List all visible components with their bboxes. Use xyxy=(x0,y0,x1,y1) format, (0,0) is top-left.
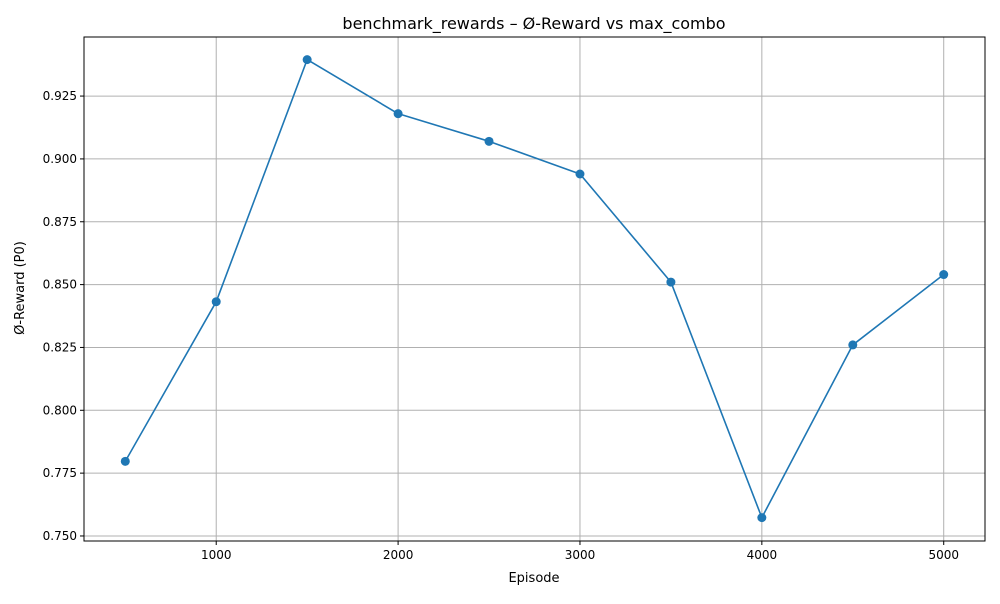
data-point xyxy=(939,270,949,280)
data-point xyxy=(484,136,494,146)
data-point xyxy=(302,55,312,65)
series-line xyxy=(124,58,945,519)
grid xyxy=(84,37,985,541)
x-axis-label: Episode xyxy=(508,571,559,586)
y-tick-label: 0.900 xyxy=(43,152,77,166)
y-tick-label: 0.825 xyxy=(43,340,77,354)
x-tick-label: 5000 xyxy=(928,548,959,562)
data-point xyxy=(757,513,767,523)
data-point xyxy=(393,109,403,119)
chart-title: benchmark_rewards – Ø-Reward vs max_comb… xyxy=(342,14,725,34)
data-point xyxy=(120,456,130,466)
y-tick-label: 0.925 xyxy=(43,89,77,103)
data-point xyxy=(575,169,585,179)
x-tick-label: 3000 xyxy=(565,548,596,562)
x-tick-label: 2000 xyxy=(383,548,414,562)
y-tick-label: 0.750 xyxy=(43,529,77,543)
x-tick-label: 1000 xyxy=(201,548,232,562)
data-point xyxy=(666,277,676,287)
y-tick-label: 0.875 xyxy=(43,215,77,229)
axes-frame xyxy=(83,36,986,542)
data-point xyxy=(211,297,221,307)
y-tick-label: 0.850 xyxy=(43,278,77,292)
data-point xyxy=(848,340,858,350)
y-axis-label: Ø-Reward (P0) xyxy=(13,241,28,335)
ticks: 1000 2000 3000 4000 5000 0.750 0.775 0.800 0.825… xyxy=(43,89,959,562)
x-tick-label: 4000 xyxy=(747,548,778,562)
y-tick-label: 0.800 xyxy=(43,403,77,417)
series-layer xyxy=(120,55,949,523)
y-tick-label: 0.775 xyxy=(43,466,77,480)
